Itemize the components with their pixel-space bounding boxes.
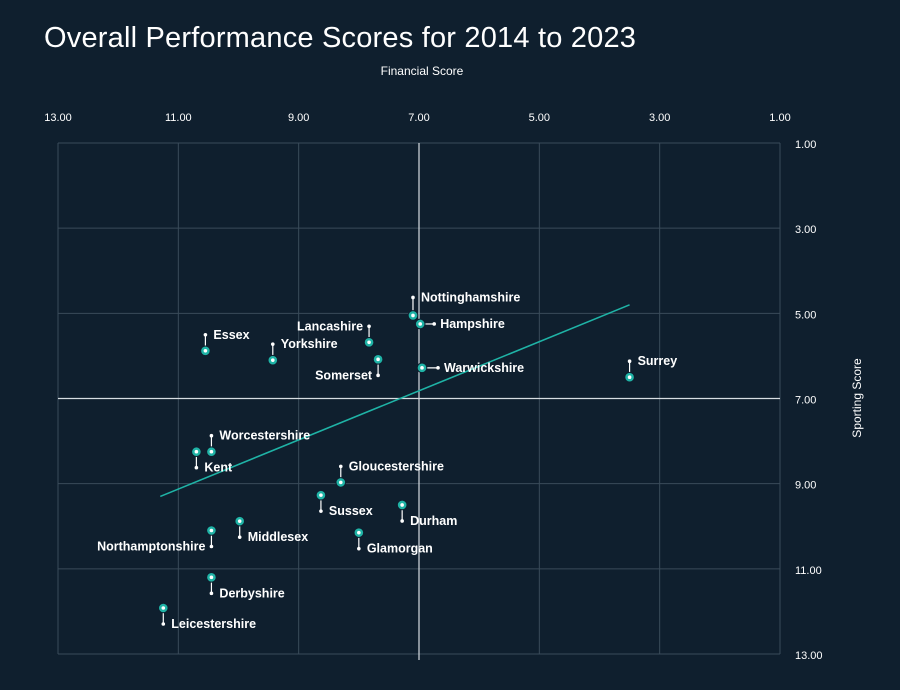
- data-point-group: Durham: [396, 499, 457, 528]
- leader-end-dot: [367, 324, 371, 329]
- point-label: Lancashire: [297, 319, 363, 333]
- point-label: Surrey: [638, 354, 678, 368]
- data-point-center: [237, 519, 242, 523]
- x-tick-label: 9.00: [288, 112, 309, 124]
- leader-end-dot: [436, 366, 440, 370]
- leader-end-dot: [411, 295, 415, 300]
- leader-end-dot: [203, 333, 208, 337]
- x-axis-ticks: 13.00 11.00 9.00 7.00 5.00 3.00 1.00: [44, 112, 790, 124]
- data-point-group: Hampshire: [414, 317, 505, 331]
- data-point-center: [400, 503, 404, 507]
- x-tick-label: 1.00: [769, 112, 790, 124]
- data-point-center: [209, 449, 214, 454]
- data-point-center: [411, 313, 415, 318]
- leader-end-dot: [627, 359, 632, 364]
- data-point-center: [161, 606, 166, 610]
- data-point-center: [209, 575, 214, 580]
- point-label: Derbyshire: [219, 586, 284, 600]
- data-point-group: Nottinghamshire: [407, 290, 520, 321]
- data-point-center: [357, 530, 361, 535]
- leader-end-dot: [432, 322, 437, 326]
- point-label: Durham: [410, 514, 457, 528]
- x-axis-label: Financial Score: [381, 64, 464, 78]
- trend-line: [159, 304, 630, 498]
- x-tick-label: 13.00: [44, 112, 72, 124]
- data-points: Nottinghamshire Hampshire Lancashire Essex Y…: [97, 290, 677, 631]
- reference-lines: [58, 143, 780, 660]
- y-tick-label: 7.00: [795, 395, 816, 407]
- point-label: Essex: [213, 328, 249, 342]
- point-label: Nottinghamshire: [421, 290, 520, 304]
- data-point-group: Gloucestershire: [335, 459, 444, 488]
- data-point-group: Middlesex: [234, 515, 308, 544]
- data-point-center: [420, 366, 424, 370]
- point-label: Sussex: [329, 504, 373, 518]
- data-point-center: [338, 480, 343, 485]
- trend-line-path: [159, 304, 630, 498]
- data-point-center: [418, 322, 423, 326]
- leader-end-dot: [194, 465, 199, 470]
- data-point-group: Northamptonshire: [97, 525, 217, 554]
- leader-end-dot: [376, 373, 380, 378]
- point-label: Warwickshire: [444, 361, 524, 375]
- data-point-group: Glamorgan: [353, 527, 433, 556]
- chart-title: Overall Performance Scores for 2014 to 2…: [44, 22, 637, 54]
- point-label: Yorkshire: [281, 337, 338, 351]
- data-point-center: [203, 349, 208, 353]
- point-label: Worcestershire: [219, 429, 310, 443]
- data-point-center: [270, 358, 275, 362]
- point-label: Glamorgan: [367, 542, 433, 556]
- data-point-group: Leicestershire: [157, 602, 256, 631]
- leader-end-dot: [237, 535, 242, 539]
- leader-end-dot: [209, 591, 214, 596]
- leader-end-dot: [161, 622, 166, 626]
- point-label: Gloucestershire: [349, 459, 444, 473]
- y-tick-label: 11.00: [795, 565, 822, 577]
- data-point-group: Surrey: [624, 354, 678, 383]
- y-axis-ticks: 1.00 3.00 5.00 7.00 9.00 11.00 13.00: [795, 139, 823, 662]
- y-tick-label: 13.00: [795, 650, 823, 662]
- x-tick-label: 5.00: [529, 112, 550, 124]
- point-label: Somerset: [315, 368, 373, 382]
- point-label: Middlesex: [248, 530, 308, 544]
- data-point-center: [319, 493, 323, 497]
- x-tick-label: 7.00: [408, 112, 429, 124]
- point-label: Kent: [204, 461, 233, 475]
- data-point-center: [627, 375, 632, 380]
- leader-end-dot: [357, 546, 361, 551]
- leader-end-dot: [209, 544, 214, 549]
- data-point-center: [209, 528, 214, 533]
- x-tick-label: 3.00: [649, 112, 670, 124]
- data-point-group: Lancashire: [297, 319, 375, 348]
- leader-end-dot: [270, 342, 275, 346]
- data-point-group: Kent: [191, 446, 233, 475]
- point-label: Leicestershire: [171, 617, 256, 631]
- y-tick-label: 9.00: [795, 480, 816, 492]
- data-point-group: Somerset: [315, 354, 384, 382]
- leader-end-dot: [209, 433, 214, 438]
- data-point-group: Worcestershire: [206, 429, 310, 458]
- y-tick-label: 1.00: [795, 139, 816, 151]
- data-point-group: Essex: [200, 328, 250, 357]
- data-point-group: Sussex: [315, 489, 373, 518]
- data-point-group: Derbyshire: [206, 572, 285, 600]
- point-label: Northamptonshire: [97, 540, 205, 554]
- leader-end-dot: [319, 509, 323, 513]
- data-point-group: Yorkshire: [267, 337, 338, 366]
- x-tick-label: 11.00: [165, 112, 192, 124]
- y-axis-label: Sporting Score: [850, 358, 864, 438]
- leader-end-dot: [338, 464, 343, 469]
- data-point-center: [194, 449, 199, 454]
- data-point-group: Warwickshire: [416, 361, 524, 375]
- data-point-center: [367, 340, 371, 345]
- data-point-center: [376, 357, 380, 362]
- y-tick-label: 3.00: [795, 224, 816, 236]
- y-tick-label: 5.00: [795, 309, 816, 321]
- leader-end-dot: [400, 519, 404, 523]
- point-label: Hampshire: [440, 317, 505, 331]
